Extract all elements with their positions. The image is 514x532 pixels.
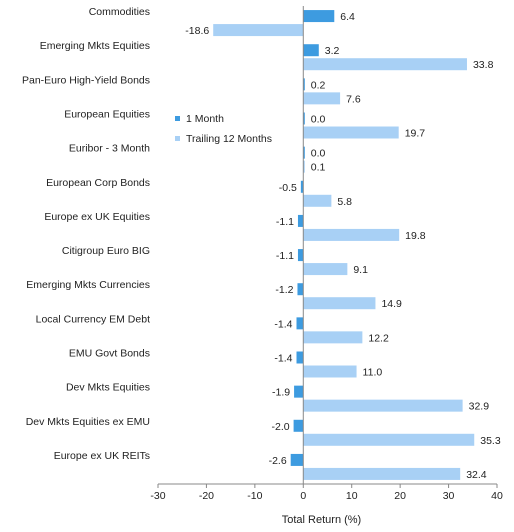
category-label: Local Currency EM Debt xyxy=(36,313,150,325)
bar-1-month xyxy=(290,453,304,466)
value-label: 9.1 xyxy=(353,264,368,276)
bar-trailing-12-months xyxy=(303,331,363,344)
value-label: 11.0 xyxy=(363,367,383,379)
category-label: Europe ex UK Equities xyxy=(44,211,150,223)
category-label: European Equities xyxy=(64,109,150,121)
value-label: 0.0 xyxy=(311,148,326,160)
plot-area: Commodities 6.4 -18.6 Emerging Mkts Equitie… xyxy=(22,6,501,484)
value-label: 0.2 xyxy=(311,79,326,91)
x-tick-label: -20 xyxy=(199,490,214,502)
value-label: 33.8 xyxy=(473,59,494,71)
value-label: -2.0 xyxy=(272,421,290,433)
category-label: Citigroup Euro BIG xyxy=(62,245,150,257)
bar-trailing-12-months xyxy=(303,399,463,412)
category-label: Emerging Mkts Equities xyxy=(40,40,150,52)
value-label: 14.9 xyxy=(381,298,402,310)
x-tick-label: 30 xyxy=(443,490,455,502)
legend-swatch-1-month xyxy=(175,116,180,121)
category-label: Euribor - 3 Month xyxy=(69,143,150,155)
bar-trailing-12-months xyxy=(213,24,304,37)
value-label: 7.6 xyxy=(346,93,361,105)
value-label: 19.7 xyxy=(405,128,426,140)
value-label: -1.4 xyxy=(274,318,292,330)
value-label: -2.6 xyxy=(269,455,287,467)
category-label: Europe ex UK REITs xyxy=(54,450,150,462)
bar-trailing-12-months xyxy=(303,160,305,173)
value-label: 0.0 xyxy=(311,114,326,126)
bar-1-month xyxy=(303,112,305,125)
bar-1-month xyxy=(303,78,305,91)
value-label: -1.4 xyxy=(274,353,292,365)
value-label: -0.5 xyxy=(279,182,297,194)
category-label: Commodities xyxy=(89,6,150,18)
bar-1-month xyxy=(303,44,319,57)
legend: 1 Month Trailing 12 Months xyxy=(175,113,272,145)
category-label: Emerging Mkts Currencies xyxy=(26,279,150,291)
x-tick-label: 0 xyxy=(300,490,306,502)
bar-1-month xyxy=(297,249,304,262)
value-label: 32.9 xyxy=(469,401,490,413)
bar-trailing-12-months xyxy=(303,58,467,71)
x-tick-label: -10 xyxy=(247,490,262,502)
bar-trailing-12-months xyxy=(303,297,376,310)
bar-1-month xyxy=(303,146,305,159)
category-label: Dev Mkts Equities ex EMU xyxy=(26,416,150,428)
bar-1-month xyxy=(296,351,304,364)
legend-label: Trailing 12 Months xyxy=(186,133,272,145)
legend-label: 1 Month xyxy=(186,113,224,125)
bar-trailing-12-months xyxy=(303,92,341,105)
bar-1-month xyxy=(297,283,304,296)
x-tick-label: -30 xyxy=(150,490,165,502)
bar-1-month xyxy=(296,317,304,330)
legend-swatch-trailing-12-months xyxy=(175,136,180,141)
bar-trailing-12-months xyxy=(303,263,348,276)
value-label: 12.2 xyxy=(368,332,389,344)
value-label: 0.1 xyxy=(311,162,326,174)
x-tick-label: 20 xyxy=(394,490,406,502)
value-label: 32.4 xyxy=(466,469,487,481)
bar-1-month xyxy=(293,419,304,432)
bar-1-month xyxy=(300,180,304,193)
bar-trailing-12-months xyxy=(303,228,400,241)
bar-trailing-12-months xyxy=(303,467,461,480)
bar-1-month xyxy=(294,385,304,398)
value-label: 6.4 xyxy=(340,11,355,23)
bar-trailing-12-months xyxy=(303,194,332,207)
x-tick-label: 10 xyxy=(346,490,358,502)
category-label: Dev Mkts Equities xyxy=(66,382,150,394)
value-label: -1.9 xyxy=(272,387,290,399)
value-label: -1.2 xyxy=(275,284,293,296)
bar-1-month xyxy=(303,10,335,23)
category-label: EMU Govt Bonds xyxy=(69,348,150,360)
category-label: Pan-Euro High-Yield Bonds xyxy=(22,74,150,86)
bar-trailing-12-months xyxy=(303,365,357,378)
x-tick-label: 40 xyxy=(491,490,503,502)
bar-1-month xyxy=(297,214,304,227)
value-label: 35.3 xyxy=(480,435,501,447)
value-label: -18.6 xyxy=(185,25,209,37)
bar-trailing-12-months xyxy=(303,126,399,139)
bar-trailing-12-months xyxy=(303,433,475,446)
x-axis: -30 -20 -10 0 10 20 30 40 xyxy=(150,483,503,502)
value-label: 19.8 xyxy=(405,230,426,242)
x-axis-title: Total Return (%) xyxy=(282,514,361,526)
value-label: -1.1 xyxy=(276,250,294,262)
category-label: European Corp Bonds xyxy=(46,177,150,189)
value-label: -1.1 xyxy=(276,216,294,228)
value-label: 5.8 xyxy=(337,196,352,208)
value-label: 3.2 xyxy=(325,45,340,57)
